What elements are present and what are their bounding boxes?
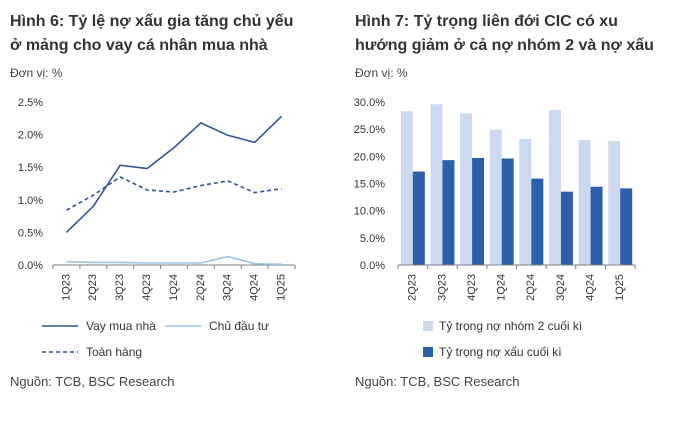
figure-7-title-line1: Hình 7: Tỷ trọng liên đới CIC có xu <box>355 13 618 30</box>
x-tick-label: 3Q23 <box>114 274 126 301</box>
bar-npl-group2 <box>608 141 621 265</box>
bar-npl <box>472 157 485 265</box>
y-tick-label: 0.0% <box>18 260 43 272</box>
x-tick-label: 2Q23 <box>87 274 99 301</box>
x-tick-label: 4Q23 <box>466 274 478 301</box>
figure-6-source: Nguồn: TCB, BSC Research <box>10 374 175 389</box>
bar-npl-group2 <box>578 140 591 265</box>
bar-npl <box>412 171 425 265</box>
bar-npl-group2 <box>548 110 561 266</box>
figure-7-panel: Hình 7: Tỷ trọng liên đới CIC có xu hướn… <box>345 0 688 437</box>
bar-npl <box>501 158 514 265</box>
legend-swatch <box>423 347 433 357</box>
x-tick-label: 2Q23 <box>407 274 419 301</box>
x-tick-label: 1Q24 <box>168 274 180 301</box>
figure-7-unit: Đơn vị: % <box>355 66 408 80</box>
x-tick-label: 1Q25 <box>275 274 287 301</box>
y-tick-label: 20.0% <box>354 151 385 163</box>
figure-6-title: Hình 6: Tỷ lệ nợ xấu gia tăng chủ yếu ở … <box>10 10 335 58</box>
figure-6-unit: Đơn vị: % <box>10 66 63 80</box>
figure-7-title: Hình 7: Tỷ trọng liên đới CIC có xu hướn… <box>355 10 680 58</box>
bar-npl-group2 <box>460 113 473 265</box>
legend-label: Toàn hàng <box>86 345 142 359</box>
y-tick-label: 25.0% <box>354 124 385 136</box>
y-tick-label: 10.0% <box>354 206 385 218</box>
figure-6-title-line2: ở mảng cho vay cá nhân mua nhà <box>10 37 268 54</box>
figure-6-title-line1: Hình 6: Tỷ lệ nợ xấu gia tăng chủ yếu <box>10 13 294 30</box>
bar-npl-group2 <box>430 104 443 265</box>
legend-label: Tỷ trọng nợ nhóm 2 cuối kì <box>439 319 582 333</box>
bar-npl <box>442 160 455 265</box>
x-tick-label: 1Q25 <box>614 274 626 301</box>
legend-label: Vay mua nhà <box>86 319 156 333</box>
line-chart: 0.0% 0.5% 1.0% 1.5% 2.0% 2.5% 1Q23 2Q23 3Q23 4Q23… <box>18 97 296 359</box>
y-tick-label: 0.5% <box>18 227 43 239</box>
y-tick-label: 15.0% <box>354 179 385 191</box>
legend-label: Chủ đầu tư <box>209 319 269 333</box>
legend-swatch <box>423 321 433 331</box>
y-tick-label: 1.5% <box>18 162 43 174</box>
series-line <box>66 255 282 266</box>
y-tick-label: 2.5% <box>18 97 43 109</box>
x-tick-label: 4Q24 <box>584 274 596 301</box>
figure-7-source: Nguồn: TCB, BSC Research <box>355 374 520 389</box>
bar-chart: 0.0% 5.0% 10.0% 15.0% 20.0% 25.0% 30.0% 2Q23 3Q2… <box>354 97 636 359</box>
y-tick-label: 0.0% <box>360 260 385 272</box>
bar-npl <box>620 188 633 265</box>
bar-npl-group2 <box>519 138 532 265</box>
y-tick-label: 1.0% <box>18 195 43 207</box>
bar-npl <box>531 178 544 265</box>
x-tick-label: 2Q24 <box>525 274 537 301</box>
x-tick-label: 2Q24 <box>195 274 207 301</box>
x-tick-label: 3Q24 <box>555 274 567 301</box>
y-tick-label: 30.0% <box>354 97 385 109</box>
series-line <box>65 115 283 233</box>
bar-npl-group2 <box>400 111 413 265</box>
x-tick-label: 3Q23 <box>436 274 448 301</box>
legend-label: Tỷ trọng nợ xấu cuối kì <box>439 345 562 359</box>
bar-npl <box>590 186 603 265</box>
y-tick-label: 5.0% <box>360 233 385 245</box>
bar-npl <box>560 191 573 265</box>
x-tick-label: 3Q24 <box>222 274 234 301</box>
x-tick-label: 1Q23 <box>60 274 72 301</box>
x-tick-label: 4Q23 <box>141 274 153 301</box>
bar-npl-group2 <box>489 129 502 265</box>
series-line <box>66 176 282 211</box>
figure-6-panel: Hình 6: Tỷ lệ nợ xấu gia tăng chủ yếu ở … <box>0 0 340 437</box>
y-tick-label: 2.0% <box>18 130 43 142</box>
x-tick-label: 4Q24 <box>249 274 261 301</box>
x-tick-label: 1Q24 <box>496 274 508 301</box>
figure-7-title-line2: hướng giảm ở cả nợ nhóm 2 và nợ xấu <box>355 37 654 54</box>
